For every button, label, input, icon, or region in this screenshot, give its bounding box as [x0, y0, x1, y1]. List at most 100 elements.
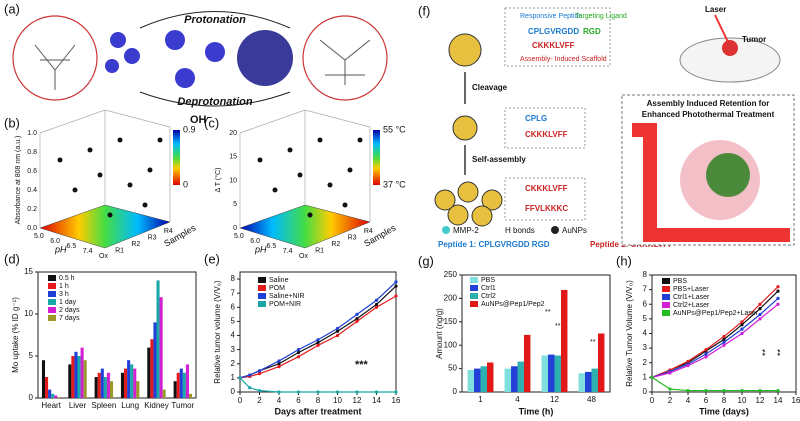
bar	[127, 360, 131, 398]
callout	[504, 177, 586, 221]
bar	[156, 280, 160, 398]
z-tick-label: 10	[229, 177, 237, 184]
x-tick-label: 6.0	[250, 238, 260, 245]
legend-label: PBS	[481, 277, 495, 284]
axis-label: Absorbance at 808 nm (a.u.)	[15, 136, 22, 225]
point	[72, 187, 78, 193]
legend-label: PBS	[673, 278, 687, 285]
legend-swatch	[48, 275, 56, 281]
marker	[704, 388, 708, 393]
marker	[704, 347, 708, 352]
bar	[41, 360, 46, 398]
bar	[182, 372, 186, 398]
zoom-circle	[302, 15, 388, 101]
marker	[776, 388, 780, 393]
ion-label: OH⁻	[190, 114, 213, 126]
bar	[97, 372, 101, 398]
legend-label: Ctrl1+Laser	[673, 294, 710, 301]
bar	[54, 395, 58, 398]
y-tick-label: R1	[115, 248, 124, 255]
marker	[722, 340, 726, 344]
arrow-label: Protonation	[184, 14, 246, 26]
x-tick-label: 7.4	[83, 248, 93, 255]
point	[147, 167, 153, 173]
callout	[504, 107, 586, 149]
legend-swatch	[470, 277, 478, 283]
y-tick-label: R4	[164, 228, 173, 235]
bar	[185, 364, 189, 398]
legend-label: Ctrl2+Laser	[673, 302, 710, 309]
marker	[740, 320, 744, 324]
bar	[147, 347, 151, 398]
annotation: ***	[355, 359, 369, 371]
legend-swatch	[48, 283, 56, 289]
x-tick-label: 10	[333, 396, 342, 405]
y-tick-label: 7	[231, 288, 236, 297]
legend-label: Ctrl1	[481, 285, 496, 292]
marker	[722, 343, 726, 347]
point	[117, 137, 123, 143]
marker	[704, 352, 708, 356]
bar	[100, 368, 104, 398]
y-axis-label: Amount (ng/g)	[435, 308, 444, 359]
marker	[758, 317, 762, 321]
marker	[776, 296, 780, 300]
bar	[480, 366, 487, 392]
y-tick-label: 1	[231, 373, 236, 382]
legend-icon	[442, 226, 450, 234]
x-tick-label: 14	[774, 396, 783, 405]
tumor	[722, 40, 738, 56]
y-tick-label: R3	[348, 235, 357, 242]
colorbar-label: 0	[183, 179, 188, 189]
z-tick-label: 0.6	[27, 168, 37, 175]
sequence: RGD	[583, 27, 601, 36]
pom-clusters	[105, 30, 225, 88]
bar	[150, 339, 154, 398]
marker	[722, 388, 726, 393]
z-tick-label: 5	[233, 201, 237, 208]
legend-swatch	[48, 307, 56, 313]
x-tick-label: 16	[792, 396, 800, 405]
marker	[758, 307, 762, 311]
bar	[103, 377, 107, 398]
y-tick-label: 5	[643, 314, 648, 323]
annotation: **	[760, 348, 770, 356]
arrow	[139, 11, 291, 29]
y-tick-label: R2	[331, 241, 340, 248]
nanoparticle	[448, 33, 482, 67]
step-label: Cleavage	[472, 83, 508, 92]
panel-label: (a)	[4, 1, 20, 16]
x-tick-label: 8	[316, 396, 321, 405]
marker	[316, 343, 320, 348]
bar	[597, 333, 605, 392]
line	[651, 297, 779, 378]
bar	[136, 381, 140, 398]
structure	[319, 39, 371, 85]
y-tick-label: 0	[231, 387, 236, 396]
point	[297, 172, 303, 178]
nanoparticle	[452, 115, 478, 141]
bar	[467, 370, 475, 392]
point	[107, 212, 113, 218]
bar	[71, 356, 75, 398]
marker	[257, 372, 262, 376]
marker	[394, 294, 398, 298]
sequence: CKKKLVFF	[532, 41, 575, 50]
x-tick-label: 0	[650, 396, 655, 405]
bar	[68, 364, 72, 398]
legend-swatch	[662, 278, 670, 284]
legend-label: AuNPs@Pep1/Pep2	[481, 301, 545, 308]
z-tick-label: 15	[229, 154, 237, 161]
bar	[511, 366, 518, 392]
x-tick-label: Liver	[69, 401, 87, 410]
legend-swatch	[258, 301, 266, 307]
marker	[704, 355, 708, 359]
colorbar-label: 55 °C	[383, 124, 406, 134]
x-tick-label: 6.5	[267, 243, 277, 250]
legend-swatch	[48, 299, 56, 305]
z-tick-label: 0.8	[27, 149, 37, 156]
line	[239, 295, 397, 379]
x-tick-label: Heart	[41, 401, 61, 410]
annotation: **	[590, 339, 596, 346]
marker	[668, 387, 672, 391]
